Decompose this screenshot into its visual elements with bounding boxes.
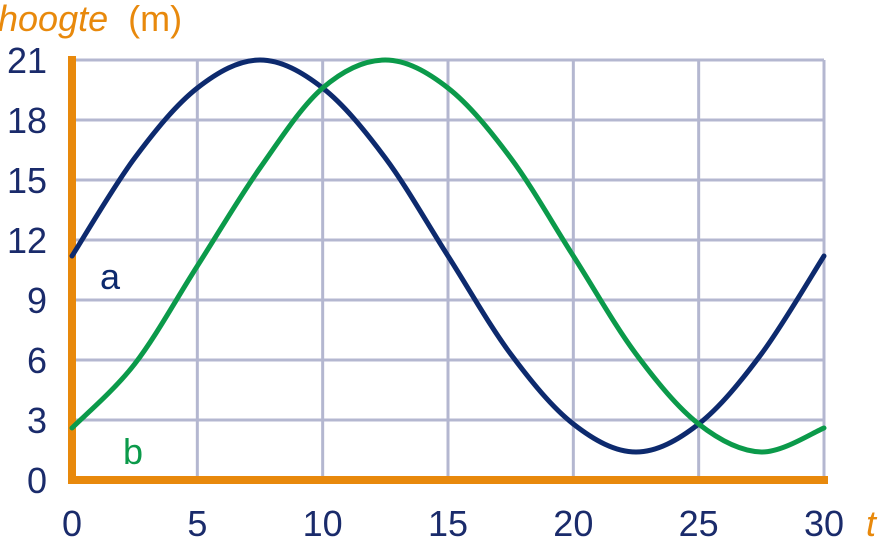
y-axis-unit: (m)	[128, 0, 182, 39]
y-tick-0: 0	[27, 460, 47, 501]
series-label-a: a	[100, 256, 121, 297]
y-axis-variable: hoogte	[0, 0, 108, 39]
y-tick-labels: 0 3 6 9 12 15 18 21	[7, 40, 47, 501]
y-axis-label: hoogte (m)	[0, 0, 182, 39]
y-tick-9: 9	[27, 280, 47, 321]
x-tick-5: 5	[187, 503, 207, 542]
y-tick-21: 21	[7, 40, 47, 81]
x-tick-30: 30	[804, 503, 844, 542]
x-tick-25: 25	[679, 503, 719, 542]
series-label-b: b	[123, 431, 143, 472]
series-lines	[69, 57, 827, 455]
axes	[68, 56, 828, 484]
y-tick-18: 18	[7, 100, 47, 141]
series-line-b	[69, 57, 827, 455]
x-tick-labels: 0 5 10 15 20 25 30	[62, 503, 844, 542]
y-tick-6: 6	[27, 340, 47, 381]
x-tick-0: 0	[62, 503, 82, 542]
y-tick-15: 15	[7, 160, 47, 201]
grid	[72, 58, 826, 480]
x-tick-15: 15	[428, 503, 468, 542]
y-tick-3: 3	[27, 400, 47, 441]
x-axis-label: t	[866, 503, 878, 542]
x-tick-20: 20	[553, 503, 593, 542]
y-tick-12: 12	[7, 220, 47, 261]
x-tick-10: 10	[303, 503, 343, 542]
